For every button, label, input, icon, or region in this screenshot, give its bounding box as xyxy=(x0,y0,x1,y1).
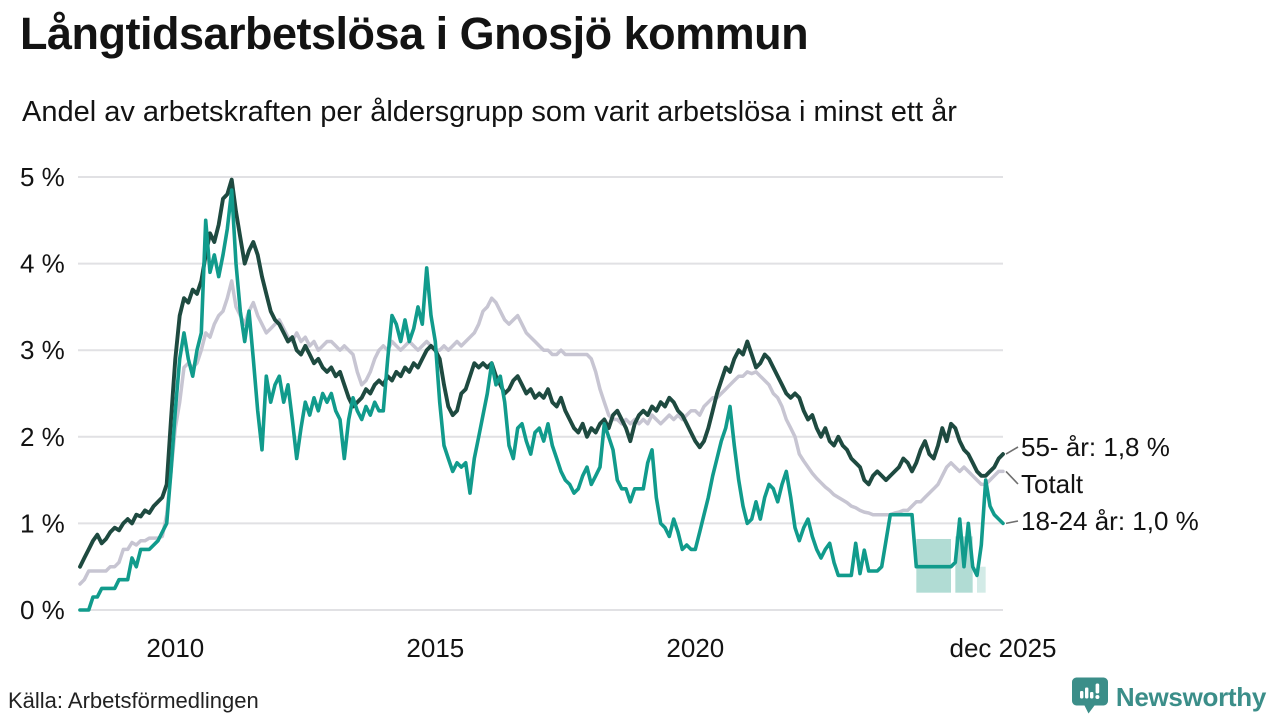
newsworthy-logo: Newsworthy xyxy=(1071,676,1266,719)
series-label-55-ar: 55- år: 1,8 % xyxy=(1021,432,1170,462)
x-tick-label: 2015 xyxy=(406,633,464,663)
y-tick-label: 0 % xyxy=(20,595,65,625)
y-tick-label: 4 % xyxy=(20,249,65,279)
chart-subtitle: Andel av arbetskraften per åldersgrupp s… xyxy=(22,96,957,128)
series-line-totalt xyxy=(78,279,1005,586)
y-tick-label: 3 % xyxy=(20,335,65,365)
label-connector xyxy=(1005,446,1019,455)
newsworthy-icon xyxy=(1071,676,1109,719)
uncertainty-band xyxy=(977,566,986,593)
x-tick-label: 2020 xyxy=(666,633,724,663)
x-tick-label: 2010 xyxy=(146,633,204,663)
series-label-18-24-ar: 18-24 år: 1,0 % xyxy=(1021,506,1199,536)
y-tick-label: 1 % xyxy=(20,508,65,538)
page-title: Långtidsarbetslösa i Gnosjö kommun xyxy=(20,8,809,59)
series-label-totalt: Totalt xyxy=(1021,469,1084,499)
x-tick-label: dec 2025 xyxy=(950,633,1057,663)
source-credit: Källa: Arbetsförmedlingen xyxy=(8,688,259,713)
y-tick-label: 2 % xyxy=(20,422,65,452)
newsworthy-wordmark: Newsworthy xyxy=(1115,682,1266,712)
series-line-18-24-r xyxy=(78,188,1005,612)
series-line-55-r xyxy=(78,177,1005,569)
label-connector xyxy=(1005,470,1019,485)
label-connector xyxy=(1005,520,1019,525)
y-tick-label: 5 % xyxy=(20,162,65,192)
